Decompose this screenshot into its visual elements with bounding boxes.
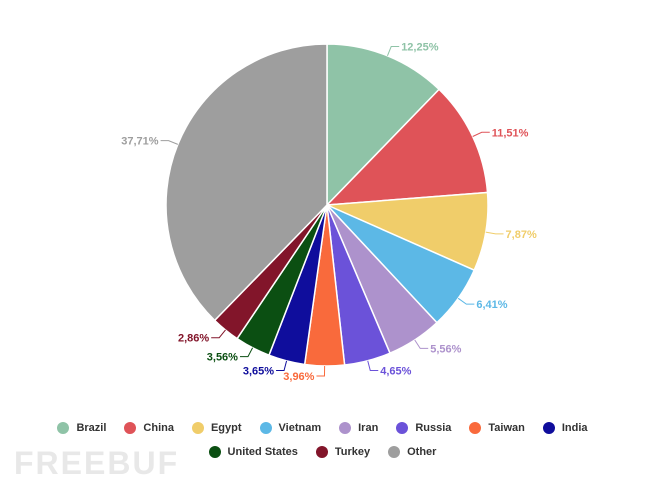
data-label-united-states: 3,56%: [207, 352, 238, 364]
leader-line-china: [472, 131, 490, 137]
legend-item-egypt[interactable]: Egypt: [191, 422, 242, 434]
legend-item-iran[interactable]: Iran: [339, 422, 378, 434]
legend-label-other: Other: [407, 446, 437, 458]
data-label-brazil: 12,25%: [401, 42, 439, 54]
data-label-egypt: 7,87%: [506, 229, 537, 241]
legend-label-egypt: Egypt: [210, 422, 242, 434]
legend-label-turkey: Turkey: [334, 446, 371, 458]
data-label-other: 37,71%: [121, 136, 159, 148]
chart-legend: Brazil China Egypt Vietnam Iran Russia Taiwan I…: [0, 422, 645, 458]
legend-label-iran: Iran: [358, 422, 379, 434]
leader-line-brazil: [386, 46, 400, 56]
data-label-turkey: 2,86%: [178, 333, 209, 345]
legend-swatch-taiwan: [469, 422, 482, 434]
pie-slice-china: [325, 88, 489, 206]
data-label-russia: 4,65%: [380, 365, 411, 377]
legend-label-vietnam: Vietnam: [278, 422, 322, 434]
pie-slice-other: [165, 43, 328, 322]
legend-item-brazil[interactable]: Brazil: [57, 422, 106, 434]
legend-swatch-turkey: [315, 446, 328, 458]
legend-item-china[interactable]: China: [124, 422, 174, 434]
legend-label-taiwan: Taiwan: [488, 422, 525, 434]
legend-item-india[interactable]: India: [542, 422, 588, 434]
legend-label-russia: Russia: [415, 422, 452, 434]
legend-swatch-united-states: [208, 446, 221, 458]
legend-swatch-russia: [396, 422, 409, 434]
pie-chart-svg: 12,25% 11,51% 7,87% 6,41% 5,56% 4,65% 3,96% 3,6…: [121, 42, 537, 383]
legend-label-china: China: [143, 422, 174, 434]
legend-swatch-vietnam: [259, 422, 272, 434]
legend-label-united-states: United States: [227, 446, 298, 458]
legend-swatch-brazil: [57, 422, 70, 434]
leader-line-other: [160, 140, 179, 145]
leader-line-egypt: [485, 231, 504, 235]
legend-swatch-china: [124, 422, 137, 434]
watermark-logo: FREEBUF: [14, 445, 180, 481]
legend-item-united-states[interactable]: United States: [208, 446, 298, 458]
legend-item-turkey[interactable]: Turkey: [315, 446, 371, 458]
leader-line-united-states: [239, 347, 254, 358]
data-label-india: 3,65%: [243, 366, 274, 378]
leader-line-india: [276, 360, 288, 372]
legend-swatch-other: [388, 446, 401, 458]
legend-label-india: India: [561, 422, 588, 434]
leader-line-iran: [414, 339, 429, 349]
data-label-vietnam: 6,41%: [476, 299, 507, 311]
data-label-china: 11,51%: [492, 127, 529, 139]
data-label-iran: 5,56%: [430, 343, 461, 355]
leader-line-turkey: [211, 329, 226, 339]
leader-line-russia: [367, 360, 379, 371]
pie-chart: 12,25% 11,51% 7,87% 6,41% 5,56% 4,65% 3,96% 3,6…: [121, 42, 537, 383]
legend-swatch-india: [542, 422, 555, 434]
legend-label-brazil: Brazil: [76, 422, 107, 434]
legend-item-vietnam[interactable]: Vietnam: [259, 422, 322, 434]
data-label-taiwan: 3,96%: [283, 371, 314, 383]
legend-item-other[interactable]: Other: [388, 446, 436, 458]
leader-line-vietnam: [457, 297, 475, 305]
legend-swatch-egypt: [191, 422, 204, 434]
leader-line-taiwan: [316, 365, 326, 377]
legend-swatch-iran: [339, 422, 352, 434]
legend-item-russia[interactable]: Russia: [396, 422, 451, 434]
legend-item-taiwan[interactable]: Taiwan: [469, 422, 525, 434]
